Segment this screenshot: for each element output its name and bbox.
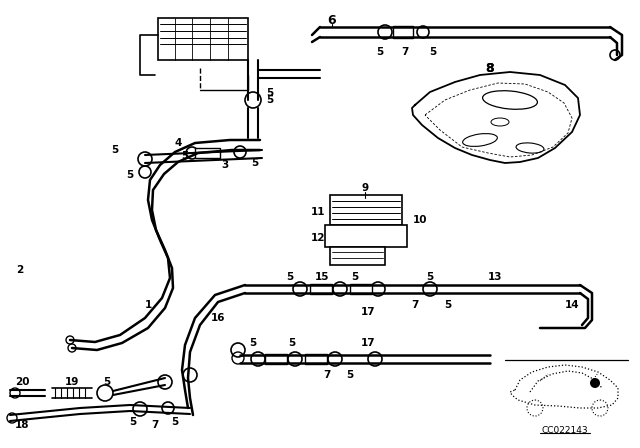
Text: 2: 2: [17, 265, 24, 275]
Bar: [305, 354, 327, 364]
Text: 3: 3: [221, 160, 228, 170]
Text: 5: 5: [181, 151, 189, 161]
Text: 7: 7: [401, 47, 409, 57]
Text: 5: 5: [429, 47, 436, 57]
Text: 6: 6: [328, 13, 336, 26]
Ellipse shape: [463, 134, 497, 146]
Text: 20: 20: [15, 377, 29, 387]
Bar: [265, 354, 287, 364]
Text: 5: 5: [126, 170, 134, 180]
Text: 5: 5: [252, 158, 259, 168]
Ellipse shape: [483, 90, 538, 109]
Bar: [393, 26, 413, 38]
Text: 17: 17: [361, 307, 375, 317]
Text: 14: 14: [564, 300, 579, 310]
Bar: [330, 195, 402, 225]
Text: 16: 16: [211, 313, 225, 323]
Text: 5: 5: [111, 145, 118, 155]
Text: 18: 18: [15, 420, 29, 430]
Text: 5: 5: [351, 272, 358, 282]
Bar: [330, 247, 385, 265]
Text: 5: 5: [129, 417, 136, 427]
Text: 5: 5: [346, 370, 354, 380]
Text: 11: 11: [311, 207, 325, 217]
Text: 5: 5: [250, 338, 257, 348]
Bar: [158, 18, 248, 60]
Text: 12: 12: [311, 233, 325, 243]
Text: 19: 19: [65, 377, 79, 387]
Text: 5: 5: [104, 377, 111, 387]
Text: 8: 8: [486, 61, 494, 74]
Text: 8: 8: [486, 61, 494, 74]
Text: 5: 5: [172, 417, 179, 427]
Bar: [310, 284, 332, 294]
Bar: [195, 148, 220, 158]
Ellipse shape: [516, 143, 544, 153]
Text: 13: 13: [488, 272, 502, 282]
Text: 5: 5: [444, 300, 452, 310]
Text: 17: 17: [361, 338, 375, 348]
Bar: [350, 284, 372, 294]
Circle shape: [590, 378, 600, 388]
Text: 5: 5: [426, 272, 434, 282]
Text: 5: 5: [289, 338, 296, 348]
Text: 7: 7: [323, 370, 331, 380]
Text: 5: 5: [376, 47, 383, 57]
Text: 5: 5: [286, 272, 294, 282]
Text: 10: 10: [413, 215, 428, 225]
Text: 15: 15: [315, 272, 329, 282]
Text: 7: 7: [412, 300, 419, 310]
Ellipse shape: [491, 118, 509, 126]
Text: CC022143: CC022143: [541, 426, 588, 435]
Text: 9: 9: [362, 183, 369, 193]
Text: 7: 7: [151, 420, 159, 430]
Text: 5: 5: [266, 88, 274, 98]
Text: 5: 5: [266, 95, 274, 105]
Bar: [325, 225, 407, 247]
Text: 4: 4: [174, 138, 182, 148]
Text: 1: 1: [145, 300, 152, 310]
